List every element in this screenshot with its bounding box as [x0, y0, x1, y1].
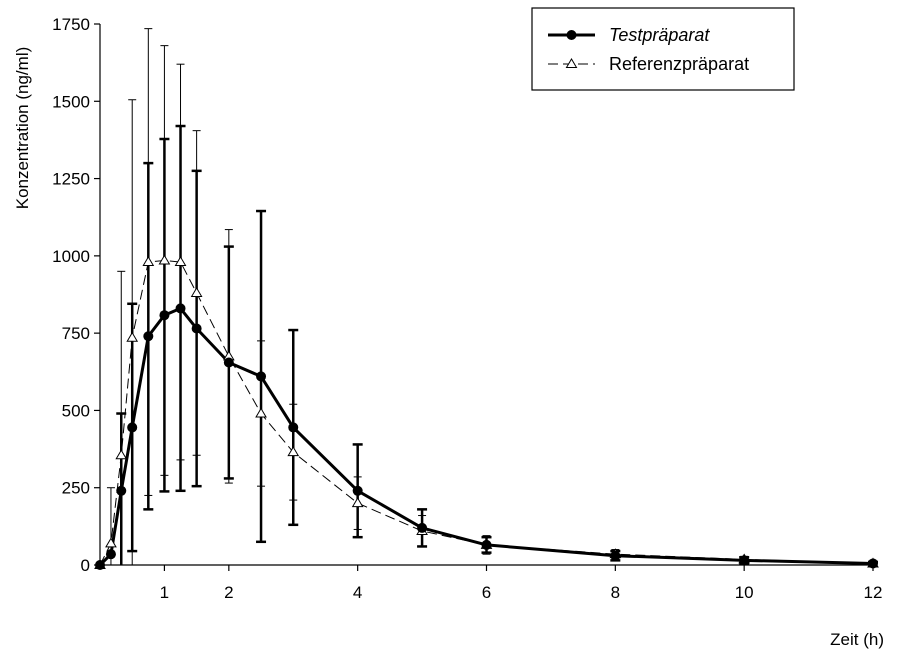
y-tick-label: 750: [62, 324, 90, 343]
data-point-test: [143, 331, 154, 342]
data-point-reference: [174, 256, 187, 267]
series-markers: [94, 254, 879, 570]
data-point-test: [256, 371, 267, 382]
legend-marker-reference: [565, 58, 578, 68]
y-tick-label: 1500: [52, 92, 90, 111]
error-bars: [106, 28, 878, 565]
x-tick-label: 8: [611, 583, 620, 602]
data-point-test: [159, 310, 170, 321]
x-tick-label: 6: [482, 583, 491, 602]
legend-marker-test: [566, 30, 577, 40]
y-tick-label: 1250: [52, 170, 90, 189]
data-point-test: [739, 555, 750, 566]
data-point-test: [191, 323, 202, 334]
x-tick-label: 12: [864, 583, 883, 602]
y-tick-label: 500: [62, 401, 90, 420]
data-point-reference: [105, 537, 117, 548]
data-point-test: [610, 550, 621, 561]
y-tick-label: 1750: [52, 15, 90, 34]
y-tick-label: 1000: [52, 247, 90, 266]
data-point-test: [288, 422, 299, 433]
data-point-test: [481, 539, 492, 550]
data-point-test: [868, 558, 878, 569]
data-point-reference: [255, 407, 267, 418]
legend-label-test: Testpräparat: [609, 25, 710, 45]
data-point-test: [223, 357, 234, 368]
legend-box: [531, 7, 795, 91]
x-tick-label: 1: [160, 583, 169, 602]
data-point-test: [105, 549, 116, 560]
data-point-reference: [158, 254, 171, 265]
legend: Testpräparat Referenzpräparat: [531, 7, 795, 91]
data-point-reference: [351, 497, 364, 508]
data-point-test: [116, 485, 127, 496]
data-point-reference: [126, 331, 139, 342]
data-point-test: [127, 422, 138, 433]
x-tick-label: 10: [735, 583, 754, 602]
data-point-test: [417, 522, 428, 533]
data-point-test: [352, 485, 363, 496]
y-tick-label: 0: [81, 556, 90, 575]
y-axis-label: Konzentration (ng/ml): [13, 47, 32, 210]
x-tick-label: 4: [353, 583, 362, 602]
data-point-reference: [142, 256, 155, 267]
x-tick-label: 2: [224, 583, 233, 602]
axes: [94, 23, 875, 571]
series-line-test: [98, 306, 874, 567]
data-point-reference: [190, 286, 203, 297]
data-point-test: [95, 560, 105, 570]
legend-label-reference: Referenzpräparat: [609, 54, 749, 74]
series-lines: [98, 259, 874, 567]
data-point-test: [175, 303, 186, 314]
series-line-reference: [99, 259, 874, 566]
x-axis-label: Zeit (h): [830, 630, 884, 649]
data-point-reference: [115, 449, 128, 460]
data-point-reference: [287, 446, 300, 457]
y-tick-label: 250: [62, 479, 90, 498]
